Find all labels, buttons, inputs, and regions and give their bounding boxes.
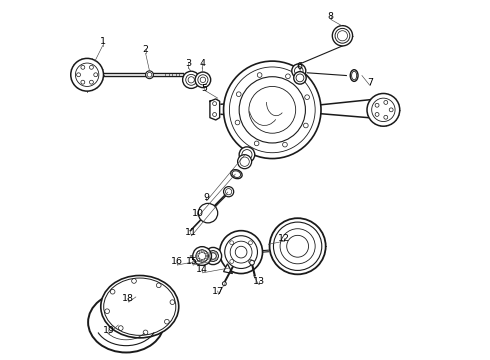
Circle shape (250, 260, 254, 265)
Text: 15: 15 (186, 257, 198, 266)
Circle shape (270, 218, 326, 274)
Circle shape (238, 155, 252, 169)
Text: 6: 6 (296, 62, 302, 71)
Circle shape (223, 61, 321, 158)
Circle shape (223, 186, 234, 197)
Text: 17: 17 (212, 287, 224, 296)
Text: 8: 8 (328, 12, 334, 21)
Text: 18: 18 (122, 294, 134, 303)
Polygon shape (375, 98, 384, 121)
Text: 16: 16 (171, 257, 183, 266)
Ellipse shape (231, 170, 242, 179)
Circle shape (204, 247, 221, 265)
Circle shape (183, 71, 200, 89)
Circle shape (332, 26, 353, 46)
Circle shape (229, 67, 315, 153)
Circle shape (367, 94, 400, 126)
Circle shape (198, 75, 208, 85)
Text: 19: 19 (102, 325, 115, 334)
Polygon shape (223, 264, 233, 274)
Circle shape (220, 231, 263, 274)
Ellipse shape (350, 70, 358, 81)
Circle shape (146, 71, 153, 78)
Circle shape (294, 72, 306, 84)
Circle shape (239, 77, 305, 143)
Circle shape (193, 247, 212, 265)
Circle shape (186, 75, 196, 85)
Text: 11: 11 (184, 228, 196, 237)
Circle shape (71, 58, 103, 91)
Text: 13: 13 (252, 277, 265, 286)
Circle shape (335, 28, 350, 43)
Text: 10: 10 (192, 209, 203, 218)
Ellipse shape (101, 275, 179, 338)
Text: 3: 3 (185, 59, 192, 68)
Circle shape (195, 72, 211, 87)
Circle shape (372, 98, 395, 122)
Text: 9: 9 (203, 193, 209, 202)
Text: 14: 14 (196, 265, 208, 274)
Text: 7: 7 (367, 78, 373, 87)
Polygon shape (210, 99, 220, 120)
Text: 12: 12 (278, 234, 290, 243)
Text: 2: 2 (143, 45, 148, 54)
Circle shape (222, 282, 226, 285)
Circle shape (292, 64, 306, 78)
Text: 4: 4 (199, 59, 205, 68)
Circle shape (239, 147, 255, 162)
Circle shape (273, 222, 322, 270)
Ellipse shape (88, 292, 164, 352)
Circle shape (198, 203, 218, 223)
Text: 1: 1 (100, 37, 106, 46)
Text: 5: 5 (201, 84, 207, 93)
Circle shape (225, 236, 257, 269)
Circle shape (75, 63, 99, 86)
